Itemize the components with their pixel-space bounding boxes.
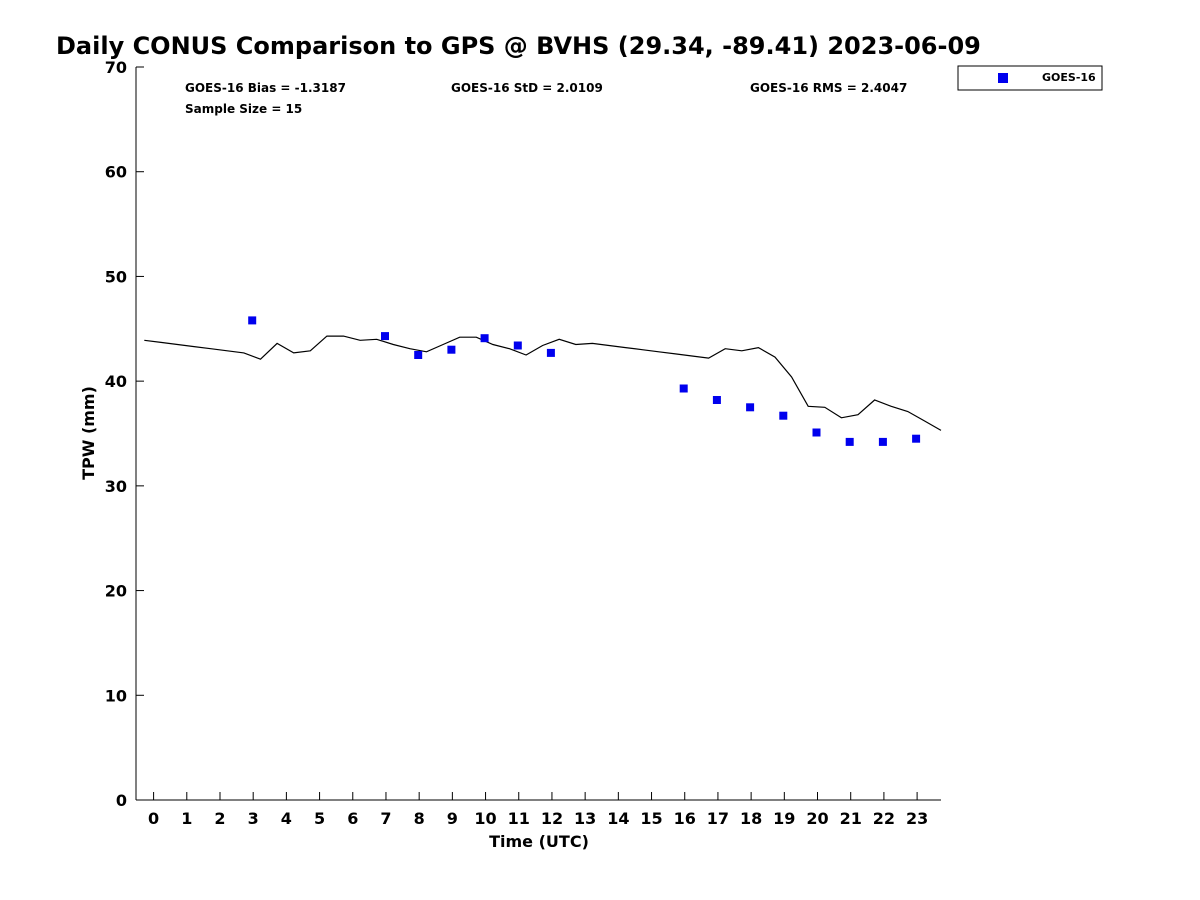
x-tick-label: 15 (640, 809, 662, 828)
y-tick-label: 40 (105, 372, 127, 391)
x-tick-label: 21 (840, 809, 862, 828)
goes-16-point (414, 351, 423, 359)
goes-16-point (779, 411, 788, 420)
x-tick-label: 14 (607, 809, 629, 828)
x-tick-label: 1 (181, 809, 192, 828)
y-tick-label: 20 (105, 582, 127, 601)
goes-16-point (546, 348, 555, 357)
y-tick-label: 50 (105, 267, 127, 286)
sample-size-stat: Sample Size = 15 (185, 102, 302, 116)
x-tick-label: 0 (148, 809, 159, 828)
goes-16-point (912, 434, 921, 443)
blue-square-marker-icon (998, 73, 1008, 83)
axes (135, 67, 941, 801)
goes-16-point (679, 384, 688, 393)
x-tick-label: 12 (541, 809, 563, 828)
x-tick-label: 20 (806, 809, 828, 828)
x-tick-label: 19 (773, 809, 795, 828)
x-tick-label: 8 (414, 809, 425, 828)
y-tick-label: 0 (116, 791, 127, 810)
goes-16-point (746, 403, 755, 412)
y-ticks: 0 10 20 30 40 50 60 70 (105, 58, 144, 810)
x-tick-label: 18 (740, 809, 762, 828)
x-tick-label: 10 (474, 809, 496, 828)
goes-16-point (812, 428, 821, 437)
y-tick-label: 10 (105, 686, 127, 705)
goes-16-point (878, 437, 887, 446)
x-tick-label: 2 (214, 809, 225, 828)
x-tick-label: 17 (707, 809, 729, 828)
x-tick-label: 16 (674, 809, 696, 828)
y-axis-label: TPW (mm) (79, 386, 98, 480)
y-tick-label: 70 (105, 58, 127, 77)
x-tick-label: 4 (281, 809, 292, 828)
bias-stat: GOES-16 Bias = -1.3187 (185, 81, 346, 95)
rms-stat: GOES-16 RMS = 2.4047 (750, 81, 907, 95)
goes-16-point (381, 332, 389, 341)
goes-16-point (447, 345, 456, 354)
y-tick-label: 30 (105, 477, 127, 496)
x-ticks: 0 1 2 3 4 5 6 7 8 9 10 11 12 13 14 15 16 17 18 19 20 21 22 23 (148, 792, 928, 828)
gps-tpw-line (144, 335, 942, 431)
x-tick-label: 23 (906, 809, 928, 828)
x-tick-label: 7 (380, 809, 391, 828)
x-axis-label: Time (UTC) (489, 832, 589, 851)
legend: GOES-16 (957, 65, 1103, 91)
x-tick-label: 6 (347, 809, 358, 828)
goes-16-point (480, 334, 489, 343)
chart-title: Daily CONUS Comparison to GPS @ BVHS (29… (56, 32, 981, 60)
goes-16-point (845, 437, 854, 446)
legend-label-goes-16: GOES-16 (1042, 71, 1096, 84)
gps-series (144, 335, 942, 431)
legend-box (957, 65, 1103, 91)
x-tick-label: 11 (508, 809, 530, 828)
x-tick-label: 13 (574, 809, 596, 828)
goes-16-point (712, 396, 721, 404)
y-tick-label: 60 (105, 163, 127, 182)
x-tick-label: 3 (248, 809, 259, 828)
x-tick-label: 22 (873, 809, 895, 828)
goes-16-point (513, 341, 522, 350)
goes-16-series (248, 316, 921, 446)
x-tick-label: 9 (447, 809, 458, 828)
x-tick-label: 5 (314, 809, 325, 828)
goes-16-point (248, 316, 257, 325)
std-stat: GOES-16 StD = 2.0109 (451, 81, 603, 95)
